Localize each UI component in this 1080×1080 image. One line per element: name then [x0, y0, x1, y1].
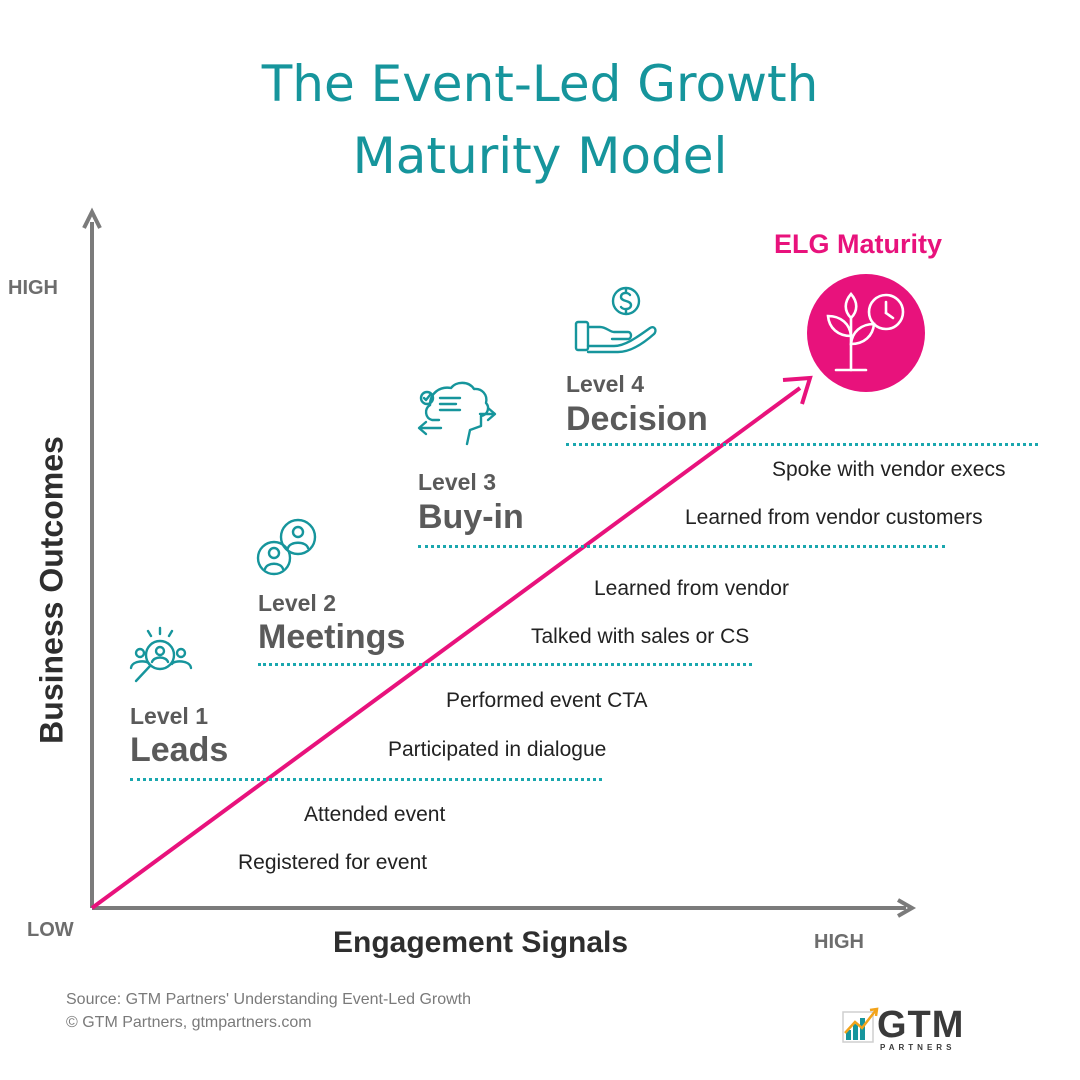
y-axis-arrowhead — [82, 207, 102, 229]
axis-low-label: LOW — [27, 919, 74, 941]
level-1-name: Leads — [130, 731, 229, 769]
signal-vendor-execs: Spoke with vendor execs — [772, 458, 1006, 481]
level-4-number: Level 4 — [566, 371, 644, 397]
x-axis-arrowhead — [897, 898, 917, 918]
elg-maturity-label: ELG Maturity — [774, 229, 943, 259]
signal-dialogue: Participated in dialogue — [388, 738, 607, 761]
logo-text: GTM — [877, 1004, 965, 1046]
level-3-number: Level 3 — [418, 469, 496, 495]
y-axis-high-label: HIGH — [8, 277, 58, 299]
people-circles-icon — [256, 518, 317, 576]
level-4-threshold-line — [566, 443, 1038, 446]
level-1-threshold-line — [130, 778, 602, 781]
title-line-2: Maturity Model — [352, 127, 728, 185]
logo-subtext: PARTNERS — [880, 1043, 956, 1052]
level-2-threshold-line — [258, 663, 752, 666]
x-axis-high-label: HIGH — [814, 931, 864, 953]
level-3-threshold-line — [418, 545, 945, 548]
page-title: The Event-Led Growth Maturity Model — [0, 48, 1080, 192]
signal-learned-customers: Learned from vendor customers — [685, 506, 983, 529]
hand-dollar-icon — [574, 286, 657, 354]
level-3-name: Buy-in — [418, 498, 524, 536]
chart-bars-icon — [842, 1007, 879, 1043]
signal-sales-cs: Talked with sales or CS — [531, 625, 750, 648]
plant-clock-icon — [807, 274, 925, 392]
level-1-number: Level 1 — [130, 703, 208, 729]
signal-attended: Attended event — [304, 803, 446, 826]
growth-arrowhead — [782, 375, 813, 405]
level-2-name: Meetings — [258, 618, 406, 656]
copyright-line: © GTM Partners, gtmpartners.com — [66, 1014, 312, 1031]
signal-learned-vendor: Learned from vendor — [594, 577, 789, 600]
head-gears-arrows-icon — [417, 381, 497, 446]
x-axis-label: Engagement Signals — [333, 926, 629, 959]
source-line: Source: GTM Partners' Understanding Even… — [66, 991, 472, 1008]
level-4-name: Decision — [566, 400, 708, 438]
level-2-number: Level 2 — [258, 590, 336, 616]
magnifier-people-icon — [129, 626, 193, 683]
signal-event-cta: Performed event CTA — [446, 689, 648, 712]
signal-registered: Registered for event — [238, 851, 428, 874]
title-line-1: The Event-Led Growth — [261, 55, 819, 113]
growth-arrow — [90, 386, 802, 910]
y-axis-label: Business Outcomes — [33, 436, 70, 744]
